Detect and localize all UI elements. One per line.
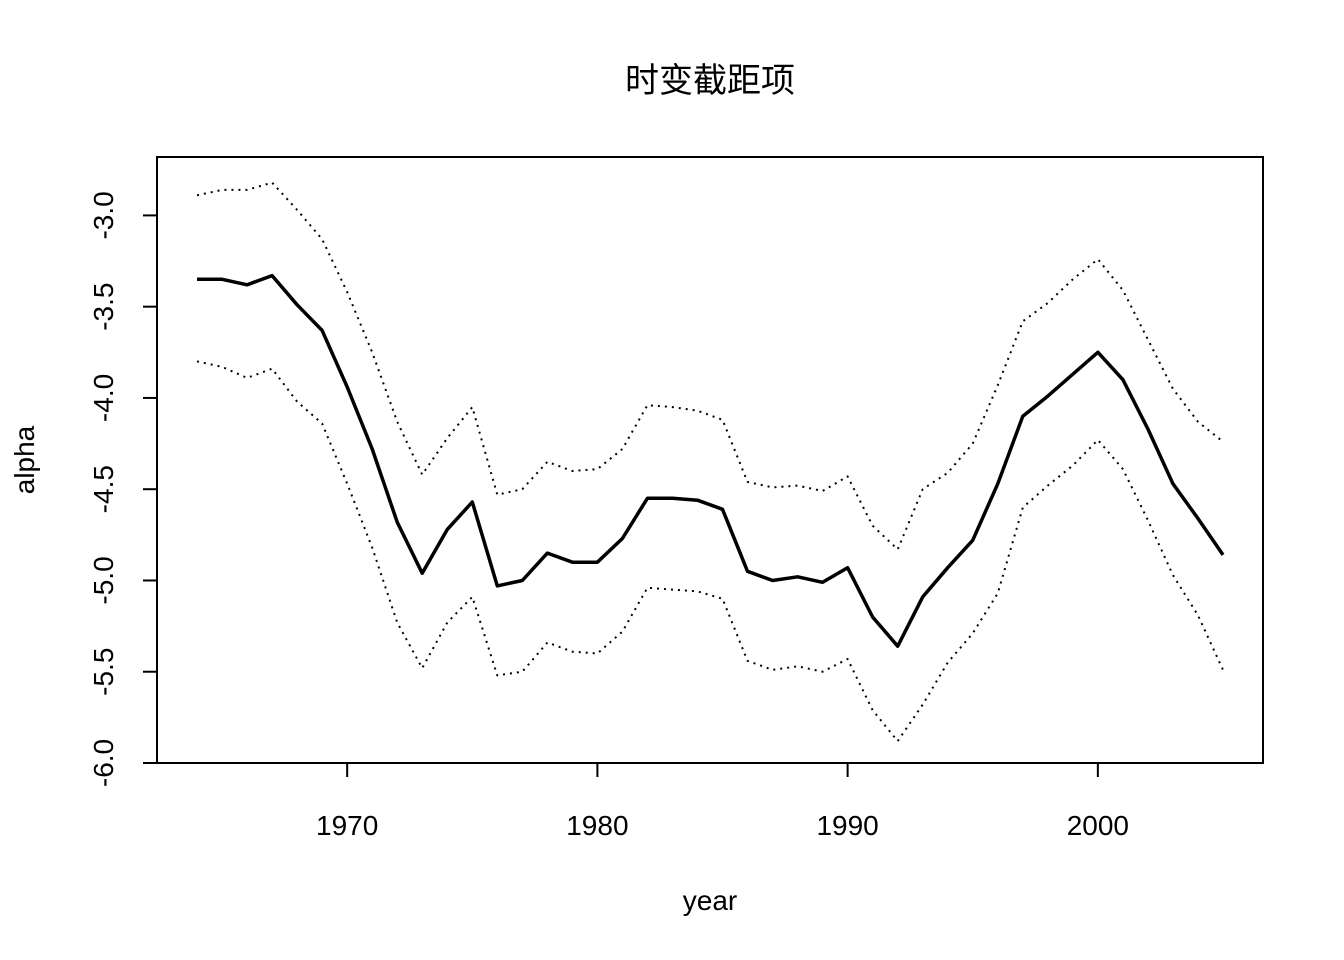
y-tick-label: -6.0 [88,739,119,787]
x-tick-label: 1980 [566,810,628,841]
chart-title: 时变截距项 [625,61,795,101]
y-tick-label: -5.0 [88,556,119,604]
y-axis-label: alpha [9,425,40,494]
x-axis-label: year [683,885,737,916]
series-line-bound-2 [196,360,1224,743]
y-tick-label: -3.5 [88,283,119,331]
y-tick-label: -4.5 [88,465,119,513]
series-layer [196,181,1225,743]
x-tick-label: 2000 [1067,810,1129,841]
y-tick-label: -3.0 [88,191,119,239]
y-axis: -3.0 -3.5 -4.0 -4.5 -5.0 -5.5 -6.0 [88,191,158,787]
x-tick-label: 1970 [316,810,378,841]
series-line-estimate [197,273,1225,648]
y-tick-label: -5.5 [88,648,119,696]
series-line-bound-1 [196,181,1224,551]
y-tick-label: -4.0 [88,374,119,422]
x-tick-label: 1990 [816,810,878,841]
x-axis: 1970 1980 1990 2000 [316,762,1129,841]
plot-frame [156,156,1264,764]
